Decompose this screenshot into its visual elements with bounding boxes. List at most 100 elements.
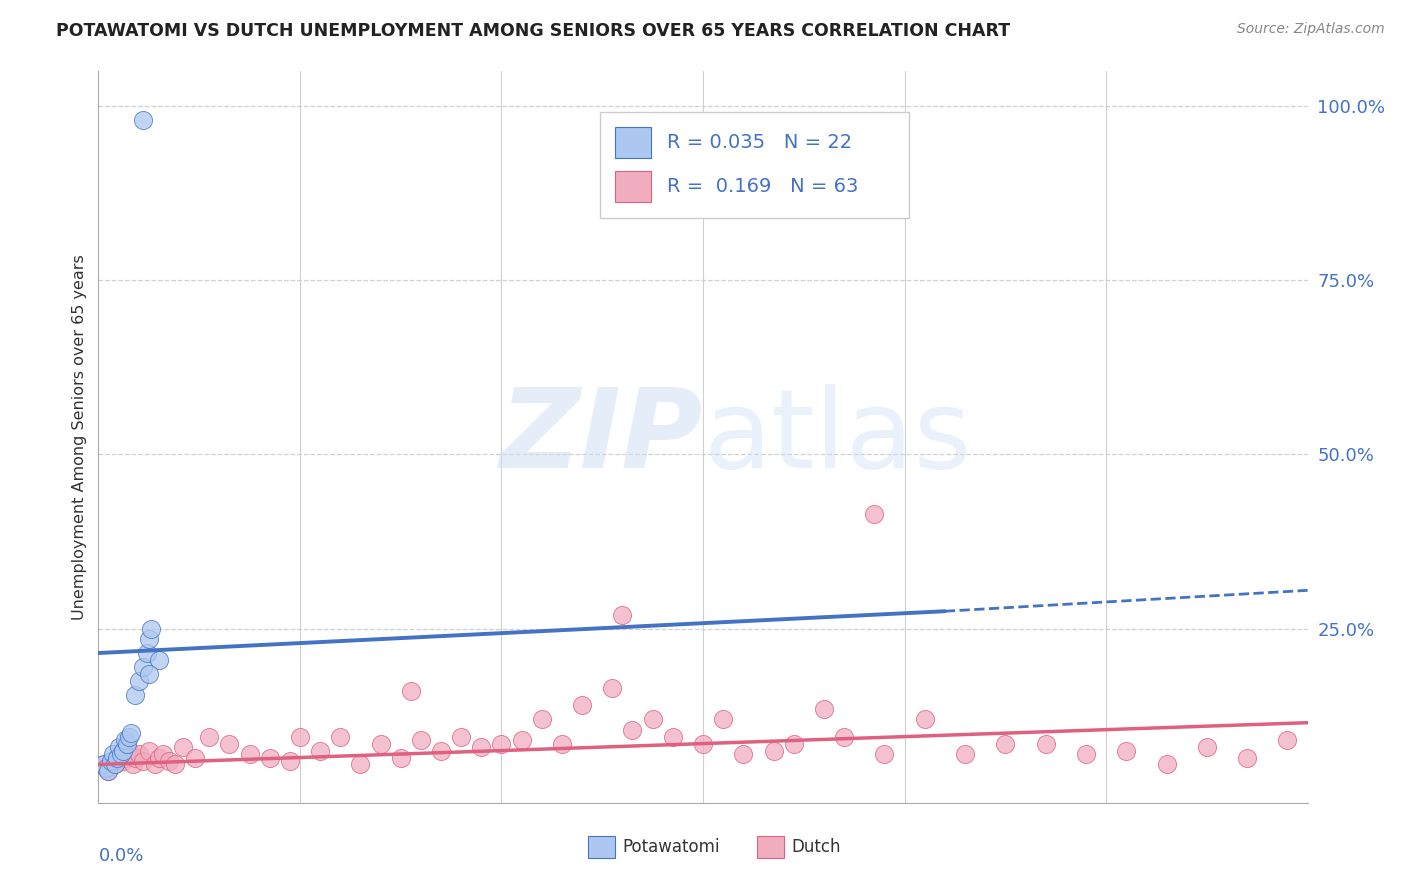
Point [135, 646, 157, 660]
Point [138, 667, 160, 681]
Point [1277, 733, 1299, 747]
FancyBboxPatch shape [614, 127, 651, 158]
Point [118, 743, 141, 757]
Point [111, 754, 134, 768]
Point [100, 754, 122, 768]
Point [101, 754, 124, 768]
Text: R =  0.169   N = 63: R = 0.169 N = 63 [666, 177, 858, 195]
Point [641, 712, 664, 726]
FancyBboxPatch shape [588, 836, 614, 858]
Point [132, 113, 155, 128]
Point [409, 733, 432, 747]
Text: Potawatomi: Potawatomi [621, 838, 720, 855]
Point [1115, 743, 1137, 757]
Point [93, 757, 115, 772]
Point [93, 757, 115, 772]
Point [111, 743, 134, 757]
Point [863, 507, 886, 521]
Point [120, 726, 142, 740]
Point [813, 702, 835, 716]
Point [762, 743, 785, 757]
Point [103, 757, 125, 772]
Point [152, 747, 174, 761]
Point [97, 764, 120, 779]
Text: Source: ZipAtlas.com: Source: ZipAtlas.com [1237, 22, 1385, 37]
Point [138, 743, 160, 757]
Point [430, 743, 453, 757]
Point [128, 673, 150, 688]
Point [602, 681, 624, 695]
Text: ZIP: ZIP [499, 384, 703, 491]
Point [491, 737, 513, 751]
Point [239, 747, 262, 761]
Point [621, 723, 644, 737]
Point [389, 750, 412, 764]
Point [148, 653, 170, 667]
Point [107, 740, 129, 755]
Point [914, 712, 936, 726]
Point [103, 757, 125, 772]
Point [172, 740, 194, 755]
Point [143, 757, 166, 772]
Point [132, 754, 155, 768]
Point [692, 737, 714, 751]
Point [399, 684, 422, 698]
Point [370, 737, 392, 751]
Point [198, 730, 221, 744]
Point [118, 730, 141, 744]
Point [107, 747, 129, 761]
Point [163, 757, 186, 772]
Point [101, 747, 124, 761]
Text: R = 0.035   N = 22: R = 0.035 N = 22 [666, 133, 852, 152]
Point [309, 743, 332, 757]
Point [139, 622, 162, 636]
Point [128, 747, 150, 761]
Point [96, 761, 118, 775]
Point [218, 737, 240, 751]
Point [530, 712, 553, 726]
Point [571, 698, 593, 713]
Point [783, 737, 806, 751]
Point [114, 750, 136, 764]
Point [278, 754, 301, 768]
Point [157, 754, 180, 768]
Point [124, 688, 146, 702]
FancyBboxPatch shape [758, 836, 785, 858]
Point [994, 737, 1017, 751]
Point [110, 747, 132, 761]
Point [510, 733, 533, 747]
Point [329, 730, 352, 744]
Text: Dutch: Dutch [792, 838, 841, 855]
Text: POTAWATOMI VS DUTCH UNEMPLOYMENT AMONG SENIORS OVER 65 YEARS CORRELATION CHART: POTAWATOMI VS DUTCH UNEMPLOYMENT AMONG S… [56, 22, 1011, 40]
Point [97, 764, 120, 779]
Point [1035, 737, 1057, 751]
Point [470, 740, 492, 755]
Point [184, 750, 207, 764]
Point [733, 747, 755, 761]
Point [1195, 740, 1218, 755]
Point [349, 757, 371, 772]
Point [661, 730, 683, 744]
Point [612, 607, 634, 622]
Point [259, 750, 281, 764]
Point [832, 730, 855, 744]
Y-axis label: Unemployment Among Seniors over 65 years: Unemployment Among Seniors over 65 years [72, 254, 87, 620]
Point [121, 757, 143, 772]
Point [953, 747, 976, 761]
Point [124, 750, 146, 764]
Point [138, 632, 160, 646]
Point [114, 733, 136, 747]
Point [873, 747, 896, 761]
Point [450, 730, 472, 744]
Point [148, 750, 170, 764]
Point [1074, 747, 1097, 761]
Point [288, 730, 311, 744]
Point [105, 750, 128, 764]
Point [115, 737, 138, 751]
Point [1156, 757, 1178, 772]
Text: 0.0%: 0.0% [98, 847, 143, 864]
FancyBboxPatch shape [614, 171, 651, 202]
Point [1236, 750, 1258, 764]
Point [551, 737, 574, 751]
Point [711, 712, 734, 726]
